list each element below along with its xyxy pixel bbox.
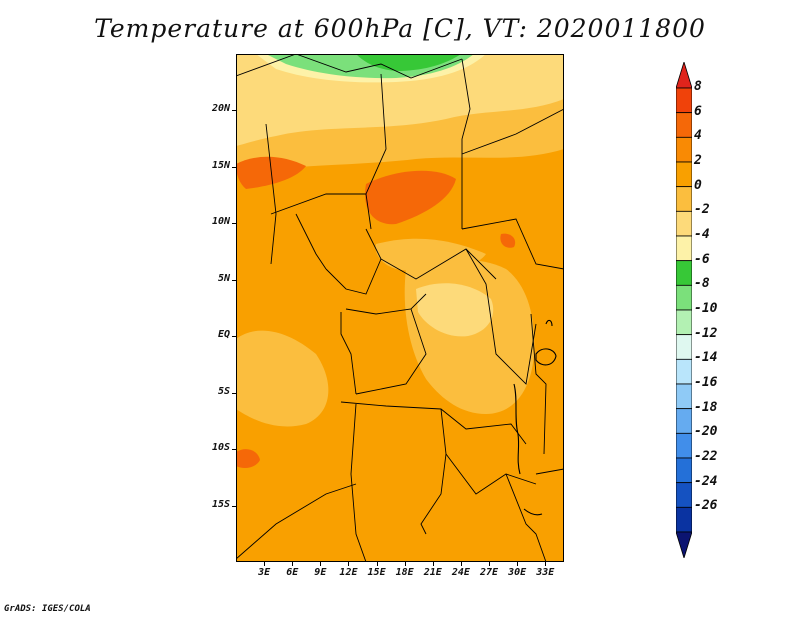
lat-tick-mark — [232, 449, 236, 451]
lon-tick-mark — [376, 562, 378, 566]
colorbar-segment — [676, 482, 692, 508]
lon-tick-mark — [432, 562, 434, 566]
lat-tick-mark — [232, 166, 236, 168]
lon-tick-mark — [404, 562, 406, 566]
map-frame — [236, 54, 564, 562]
colorbar-segment — [676, 186, 692, 212]
grads-credit: GrADS: IGES/COLA — [4, 604, 91, 614]
lon-tick-label: 33E — [536, 567, 555, 578]
lat-tick-mark — [232, 505, 236, 507]
colorbar-level-label: -22 — [694, 449, 718, 464]
colorbar-segment — [676, 506, 692, 533]
colorbar-level-label: -24 — [694, 473, 718, 489]
lon-tick-label: 9E — [314, 567, 327, 578]
lon-tick-mark — [517, 562, 519, 566]
colorbar-level-label: -8 — [694, 276, 710, 292]
lon-tick-label: 30E — [508, 567, 527, 578]
colorbar-segment — [676, 432, 692, 459]
colorbar-level-label: -10 — [694, 301, 718, 316]
temperature-map — [236, 54, 564, 562]
colorbar-level-label: -2 — [694, 202, 710, 218]
lat-tick-mark — [232, 279, 236, 281]
colorbar-level-label: -6 — [694, 251, 710, 267]
lat-tick-label: 10N — [211, 216, 230, 228]
lon-tick-label: 18E — [395, 567, 414, 578]
colorbar-level-label: 2 — [694, 153, 702, 168]
lon-tick-label: 27E — [479, 567, 499, 578]
colorbar-level-label: 0 — [694, 177, 702, 193]
country-borders — [236, 54, 564, 562]
colorbar-segment — [676, 284, 692, 311]
lat-tick-label: 15S — [211, 498, 230, 510]
lat-tick-label: EQ — [217, 329, 230, 341]
colorbar-level-label: 6 — [694, 103, 702, 119]
colorbar-level-label: -12 — [694, 325, 718, 341]
lon-tick-mark — [489, 562, 491, 566]
colorbar-level-label: -16 — [694, 375, 718, 390]
lat-tick-label: 5N — [217, 272, 230, 284]
lon-tick-label: 24E — [451, 567, 470, 578]
lon-tick-mark — [292, 562, 294, 566]
colorbar-segment — [676, 112, 692, 138]
lat-tick-mark — [232, 223, 236, 225]
field-0-to-2-west — [236, 330, 329, 427]
chart-title: Temperature at 600hPa [C], VT: 202001180… — [94, 14, 706, 43]
colorbar-segment — [676, 457, 692, 484]
lon-tick-label: 12E — [339, 567, 358, 578]
colorbar-segment — [676, 235, 692, 262]
lat-tick-label: 10S — [211, 442, 230, 454]
lon-tick-label: 15E — [367, 567, 386, 578]
colorbar-segment — [676, 260, 692, 286]
lat-tick-mark — [232, 336, 236, 338]
lat-tick-label: 15N — [211, 159, 230, 171]
lat-tick-label: 5S — [217, 385, 230, 397]
field-m6-to-m4 — [356, 54, 461, 71]
colorbar-top-arrow — [676, 62, 692, 89]
lat-tick-label: 20N — [211, 103, 230, 115]
colorbar-level-label: -20 — [694, 424, 718, 440]
colorbar-level-label: -4 — [694, 227, 710, 242]
colorbar — [676, 62, 692, 558]
lon-tick-label: 3E — [258, 567, 271, 578]
lon-tick-mark — [264, 562, 266, 566]
field-4-to-6-coast — [236, 449, 260, 468]
colorbar-segment — [676, 408, 692, 434]
field-4-to-6-east — [500, 233, 516, 248]
colorbar-segment — [676, 334, 692, 360]
lon-tick-mark — [348, 562, 350, 566]
colorbar-segment — [676, 383, 692, 410]
colorbar-level-label: 4 — [694, 128, 702, 144]
field-m2-to-0-central — [416, 283, 494, 337]
lat-tick-mark — [232, 110, 236, 112]
colorbar-level-label: 8 — [694, 79, 702, 94]
colorbar-segment — [676, 136, 692, 163]
lon-tick-mark — [545, 562, 547, 566]
colorbar-segment — [676, 87, 692, 114]
colorbar-bottom-arrow — [676, 531, 692, 558]
colorbar-level-label: -14 — [694, 350, 718, 366]
lakes — [513, 319, 557, 516]
lon-tick-label: 21E — [423, 567, 442, 578]
colorbar-segment — [676, 161, 692, 188]
lon-tick-label: 6E — [286, 567, 299, 578]
colorbar-segment — [676, 210, 692, 237]
field-0-to-2-band — [375, 238, 486, 272]
colorbar-level-label: -18 — [694, 399, 718, 415]
lon-tick-mark — [460, 562, 462, 566]
colorbar-segment — [676, 358, 692, 385]
lat-tick-mark — [232, 392, 236, 394]
field-4-to-6-sahel — [365, 170, 456, 225]
colorbar-level-label: -26 — [694, 498, 718, 514]
colorbar-segment — [676, 309, 692, 336]
lon-tick-mark — [320, 562, 322, 566]
